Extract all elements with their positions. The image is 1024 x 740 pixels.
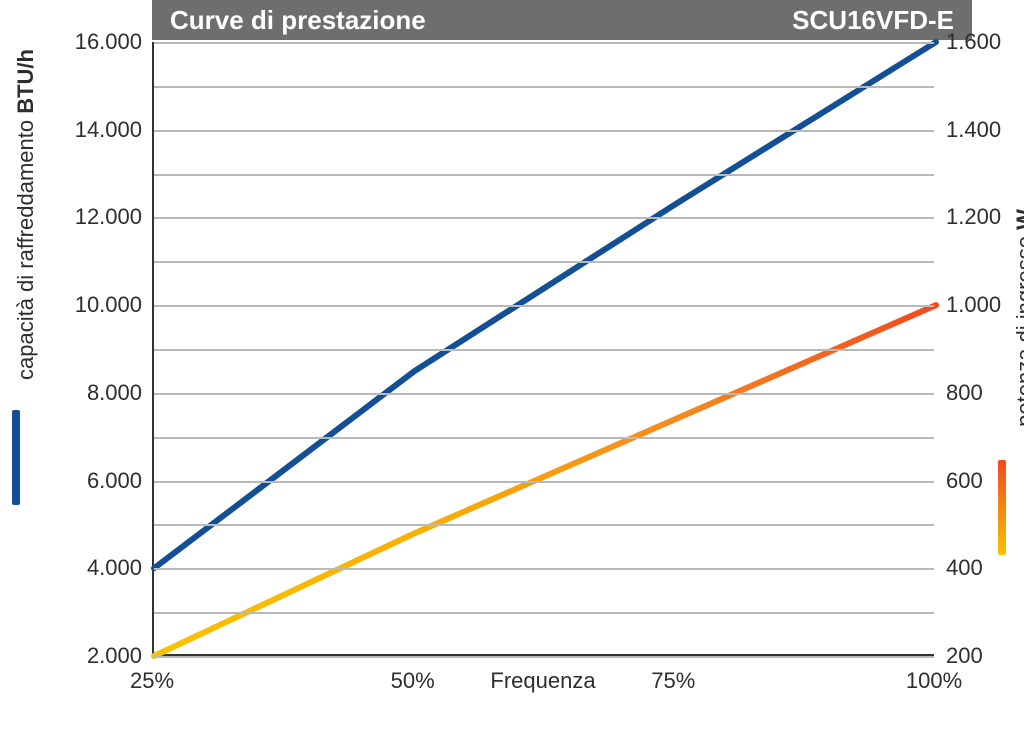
x-axis-title: Frequenza [490, 668, 595, 694]
gridline-major [154, 656, 934, 658]
y-right-tick-label: 200 [946, 643, 983, 669]
gridline-major [154, 130, 934, 132]
chart-plot-area [152, 42, 934, 656]
gridline-major [154, 42, 934, 44]
y-left-tick-label: 8.000 [62, 380, 142, 406]
gridline-minor [154, 612, 934, 614]
legend-swatch-power [998, 460, 1006, 555]
y-right-tick-label: 800 [946, 380, 983, 406]
y-axis-right-title: potenza di ingresso W [1012, 209, 1024, 427]
y-right-tick-label: 1.000 [946, 292, 1001, 318]
gridline-minor [154, 86, 934, 88]
x-tick-label: 100% [906, 668, 962, 694]
x-tick-label: 50% [391, 668, 435, 694]
gridline-minor [154, 349, 934, 351]
y-left-tick-label: 14.000 [62, 117, 142, 143]
y-right-tick-label: 600 [946, 468, 983, 494]
gridline-major [154, 568, 934, 570]
y-axis-left-title-text: capacità di raffreddamento [13, 120, 38, 380]
y-axis-right-title-text: potenza di ingresso [1012, 236, 1024, 427]
gridline-minor [154, 437, 934, 439]
gridline-major [154, 217, 934, 219]
x-tick-label: 75% [651, 668, 695, 694]
gridline-major [154, 305, 934, 307]
gridline-minor [154, 261, 934, 263]
y-left-tick-label: 6.000 [62, 468, 142, 494]
y-left-tick-label: 16.000 [62, 29, 142, 55]
x-tick-label: 25% [130, 668, 174, 694]
gridline-minor [154, 524, 934, 526]
y-left-tick-label: 12.000 [62, 204, 142, 230]
chart-title-right: SCU16VFD-E [792, 5, 954, 36]
y-right-tick-label: 1.400 [946, 117, 1001, 143]
y-axis-left-title: capacità di raffreddamento BTU/h [13, 49, 39, 380]
y-left-tick-label: 4.000 [62, 555, 142, 581]
y-axis-left-unit: BTU/h [13, 49, 38, 114]
gridline-major [154, 393, 934, 395]
y-left-tick-label: 10.000 [62, 292, 142, 318]
y-axis-right-unit: W [1012, 209, 1024, 230]
gridline-major [154, 481, 934, 483]
y-right-tick-label: 1.600 [946, 29, 1001, 55]
chart-title-left: Curve di prestazione [170, 5, 426, 36]
y-right-tick-label: 400 [946, 555, 983, 581]
chart-title-bar: Curve di prestazione SCU16VFD-E [152, 0, 972, 40]
y-left-tick-label: 2.000 [62, 643, 142, 669]
gridline-minor [154, 174, 934, 176]
y-right-tick-label: 1.200 [946, 204, 1001, 230]
legend-swatch-cooling [12, 410, 20, 505]
